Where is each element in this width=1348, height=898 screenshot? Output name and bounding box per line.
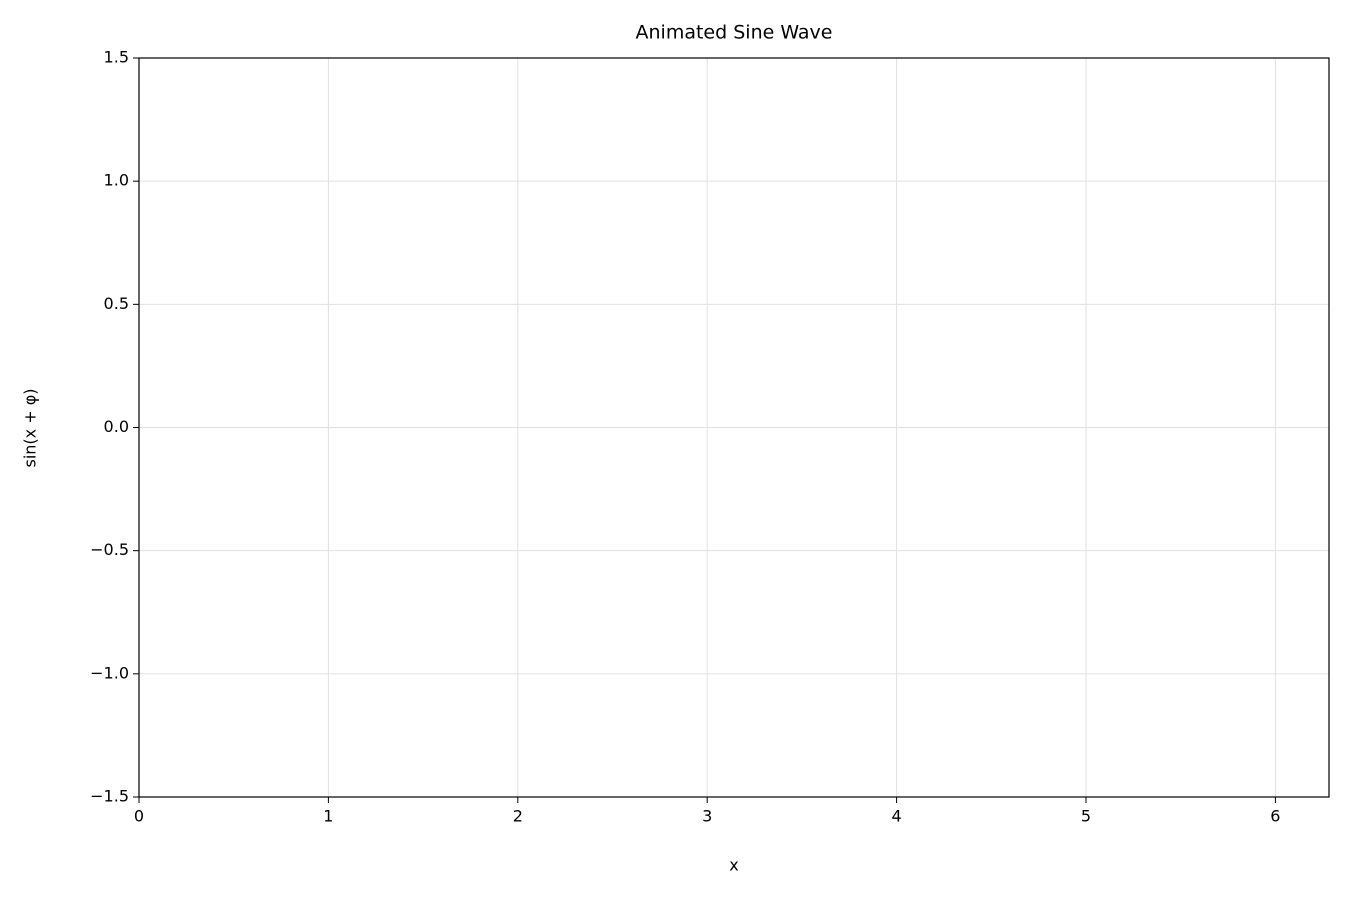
chart-title: Animated Sine Wave	[636, 22, 833, 44]
y-tick-label: 0.5	[104, 294, 129, 313]
x-tick-label: 2	[513, 807, 523, 826]
y-tick-label: 1.5	[104, 48, 129, 67]
x-tick-label: 0	[134, 807, 144, 826]
y-tick-label: −1.5	[90, 787, 129, 806]
x-tick-label: 6	[1270, 807, 1280, 826]
y-tick-label: 1.0	[104, 171, 129, 190]
x-tick-label: 3	[702, 807, 712, 826]
x-tick-label: 5	[1081, 807, 1091, 826]
x-axis-label: x	[729, 856, 738, 875]
y-tick-label: −1.0	[90, 663, 129, 682]
y-axis-label: sin(x + φ)	[21, 388, 40, 467]
x-tick-label: 4	[892, 807, 902, 826]
x-tick-label: 1	[323, 807, 333, 826]
y-tick-label: 0.0	[104, 417, 129, 436]
y-tick-label: −0.5	[90, 540, 129, 559]
